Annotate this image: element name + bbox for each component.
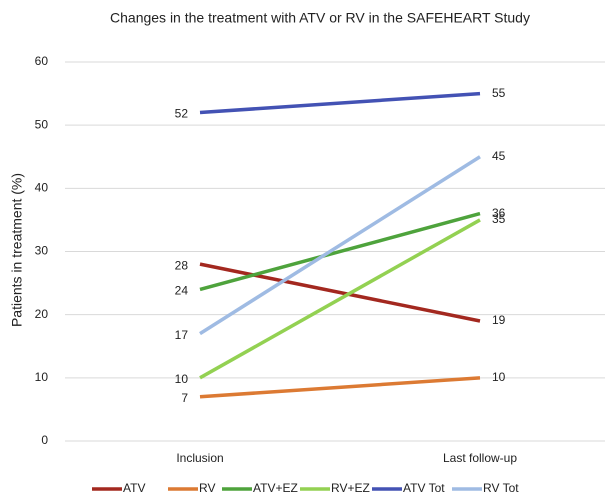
y-tick-label: 10	[35, 370, 49, 384]
y-tick-label: 60	[35, 54, 49, 68]
data-label: 7	[181, 391, 188, 405]
series-line	[199, 218, 481, 380]
y-tick-label: 30	[35, 244, 49, 258]
x-tick-label: Last follow-up	[443, 451, 517, 465]
y-axis-label: Patients in treatment (%)	[9, 173, 25, 327]
data-label: 45	[492, 149, 506, 163]
data-label: 10	[492, 370, 506, 384]
y-tick-label: 20	[35, 307, 49, 321]
y-tick-label: 0	[41, 433, 48, 447]
legend-label: RV+EZ	[331, 481, 370, 494]
legend-label: ATV Tot	[403, 481, 445, 494]
chart-title: Changes in the treatment with ATV or RV …	[110, 10, 530, 26]
data-label: 36	[492, 206, 506, 220]
data-label: 52	[175, 107, 189, 121]
series-line	[199, 262, 481, 323]
series-line	[199, 211, 481, 292]
legend-label: ATV+EZ	[253, 481, 298, 494]
x-tick-label: Inclusion	[176, 451, 223, 465]
data-label: 10	[175, 372, 189, 386]
data-label: 55	[492, 86, 506, 100]
y-tick-label: 50	[35, 117, 49, 131]
y-tick-label: 40	[35, 181, 49, 195]
series-line	[199, 155, 481, 336]
legend-label: RV	[199, 481, 215, 494]
legend-label: RV Tot	[483, 481, 519, 494]
data-label: 19	[492, 313, 506, 327]
data-label: 24	[175, 284, 189, 298]
data-label: 17	[175, 328, 189, 342]
data-label: 28	[175, 258, 189, 272]
data-label: 35	[492, 212, 506, 226]
legend-label: ATV	[123, 481, 145, 494]
series-line	[199, 91, 481, 115]
series-line	[199, 376, 481, 399]
